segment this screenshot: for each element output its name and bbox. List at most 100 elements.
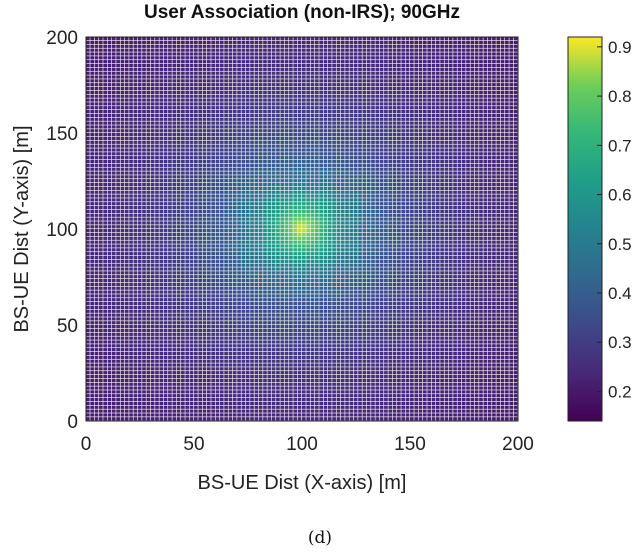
heatmap-cell bbox=[150, 321, 155, 325]
heatmap-cell bbox=[159, 363, 164, 367]
heatmap-cell bbox=[228, 129, 233, 133]
heatmap-cell bbox=[98, 202, 103, 206]
heatmap-cell bbox=[245, 171, 250, 175]
heatmap-cell bbox=[189, 136, 194, 141]
heatmap-cell bbox=[168, 98, 172, 102]
heatmap-cell bbox=[297, 194, 302, 198]
heatmap-cell bbox=[137, 397, 142, 402]
heatmap-cell bbox=[111, 94, 116, 98]
heatmap-cell bbox=[150, 109, 155, 114]
heatmap-cell bbox=[258, 286, 263, 290]
heatmap-cell bbox=[159, 37, 164, 41]
heatmap-cell bbox=[219, 40, 224, 45]
heatmap-cell bbox=[211, 317, 215, 321]
heatmap-cell bbox=[103, 190, 107, 194]
heatmap-cell bbox=[163, 129, 168, 133]
heatmap-cell bbox=[116, 186, 120, 190]
heatmap-cell bbox=[137, 252, 142, 256]
heatmap-cell bbox=[245, 182, 250, 187]
heatmap-cell bbox=[254, 355, 259, 359]
heatmap-cell bbox=[202, 205, 207, 210]
heatmap-cell bbox=[103, 336, 107, 340]
heatmap-cell bbox=[215, 328, 220, 333]
heatmap-cell bbox=[280, 67, 285, 71]
heatmap-cell bbox=[176, 363, 181, 367]
heatmap-cell bbox=[124, 67, 129, 71]
heatmap-cell bbox=[293, 367, 298, 371]
heatmap-cell bbox=[237, 48, 241, 52]
heatmap-cell bbox=[289, 179, 293, 183]
heatmap-cell bbox=[202, 317, 207, 321]
heatmap-cell bbox=[194, 336, 198, 340]
heatmap-cell bbox=[297, 86, 302, 91]
heatmap-cell bbox=[276, 397, 280, 402]
heatmap-cell bbox=[206, 152, 211, 156]
heatmap-cell bbox=[284, 133, 289, 137]
heatmap-cell bbox=[194, 240, 198, 244]
heatmap-cell bbox=[168, 48, 172, 52]
heatmap-cell bbox=[163, 98, 168, 102]
heatmap-cell bbox=[155, 209, 159, 214]
heatmap-cell bbox=[263, 359, 267, 363]
heatmap-cell bbox=[284, 309, 289, 313]
heatmap-cell bbox=[206, 348, 211, 352]
heatmap-cell bbox=[150, 378, 155, 382]
heatmap-cell bbox=[215, 332, 220, 336]
heatmap-cell bbox=[254, 159, 259, 164]
heatmap-cell bbox=[254, 156, 259, 160]
heatmap-cell bbox=[293, 44, 298, 48]
heatmap-cell bbox=[297, 382, 302, 386]
heatmap-cell bbox=[155, 301, 159, 306]
heatmap-cell bbox=[129, 397, 133, 402]
heatmap-cell bbox=[289, 255, 293, 260]
heatmap-cell bbox=[98, 282, 103, 286]
heatmap-cell bbox=[185, 240, 190, 244]
heatmap-cell bbox=[142, 355, 146, 359]
heatmap-cell bbox=[155, 232, 159, 237]
heatmap-cell bbox=[90, 278, 95, 283]
heatmap-cell bbox=[202, 325, 207, 329]
heatmap-cell bbox=[129, 179, 133, 183]
heatmap-cell bbox=[267, 275, 272, 279]
heatmap-cell bbox=[159, 252, 164, 256]
heatmap-cell bbox=[254, 136, 259, 141]
heatmap-cell bbox=[107, 275, 112, 279]
heatmap-cell bbox=[142, 209, 146, 214]
heatmap-cell bbox=[215, 121, 220, 125]
heatmap-cell bbox=[271, 213, 276, 217]
heatmap-cell bbox=[263, 371, 267, 375]
heatmap-cell bbox=[107, 109, 112, 114]
heatmap-cell bbox=[202, 175, 207, 179]
heatmap-cell bbox=[155, 213, 159, 217]
heatmap-cell bbox=[241, 40, 246, 45]
heatmap-cell bbox=[142, 217, 146, 221]
heatmap-cell bbox=[103, 194, 107, 198]
heatmap-cell bbox=[111, 405, 116, 409]
heatmap-cell bbox=[129, 386, 133, 390]
heatmap-cell bbox=[271, 386, 276, 390]
heatmap-cell bbox=[146, 386, 151, 390]
heatmap-cell bbox=[94, 413, 99, 417]
heatmap-cell bbox=[181, 205, 185, 210]
heatmap-cell bbox=[215, 401, 220, 406]
heatmap-cell bbox=[267, 271, 272, 275]
heatmap-cell bbox=[168, 86, 172, 91]
heatmap-cell bbox=[280, 52, 285, 56]
heatmap-cell bbox=[120, 401, 125, 406]
heatmap-cell bbox=[163, 267, 168, 271]
heatmap-cell bbox=[271, 359, 276, 363]
heatmap-cell bbox=[133, 382, 138, 386]
heatmap-cell bbox=[219, 63, 224, 68]
heatmap-cell bbox=[271, 401, 276, 406]
heatmap-cell bbox=[116, 205, 120, 210]
heatmap-cell bbox=[254, 213, 259, 217]
heatmap-cell bbox=[133, 309, 138, 313]
heatmap-cell bbox=[267, 198, 272, 202]
heatmap-cell bbox=[276, 182, 280, 187]
heatmap-cell bbox=[133, 44, 138, 48]
heatmap-cell bbox=[267, 205, 272, 210]
heatmap-cell bbox=[211, 255, 215, 260]
heatmap-cell bbox=[94, 409, 99, 413]
heatmap-cell bbox=[241, 79, 246, 83]
heatmap-cell bbox=[293, 271, 298, 275]
